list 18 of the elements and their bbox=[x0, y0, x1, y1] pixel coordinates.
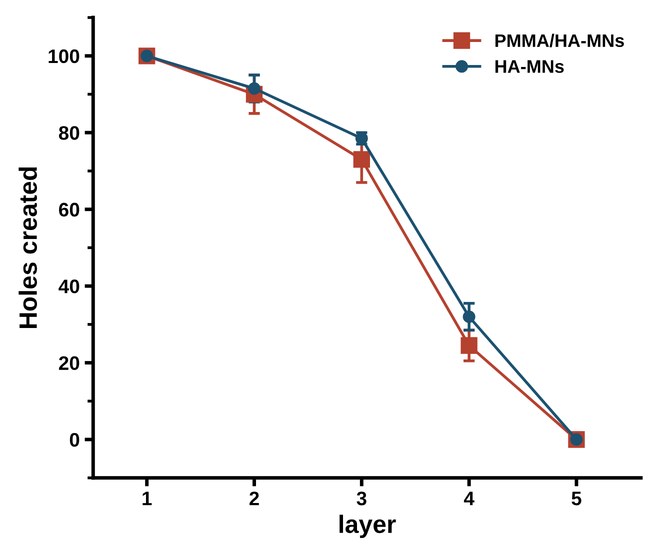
y-tick-label: 80 bbox=[58, 126, 80, 140]
x-tick-label: 3 bbox=[356, 492, 366, 506]
y-tick-label: 40 bbox=[58, 280, 80, 294]
legend-label: HA-MNs bbox=[495, 60, 564, 73]
x-tick-label: 4 bbox=[464, 492, 474, 506]
x-tick-label: 1 bbox=[142, 492, 152, 506]
y-tick-label: 0 bbox=[70, 432, 80, 447]
y-tick-label: 60 bbox=[59, 202, 80, 217]
y-tick-label: 20 bbox=[59, 356, 80, 370]
point bbox=[460, 337, 478, 354]
y-tick-label: 100 bbox=[48, 49, 80, 64]
legend-label: PMMA/HA-MNs bbox=[495, 34, 624, 48]
y-axis-title: Holes created bbox=[18, 167, 38, 328]
x-tick-label: 2 bbox=[250, 492, 259, 506]
point bbox=[353, 151, 370, 168]
x-tick-label: 5 bbox=[572, 492, 582, 506]
point bbox=[462, 310, 476, 323]
x-axis-title: layer bbox=[340, 514, 396, 538]
